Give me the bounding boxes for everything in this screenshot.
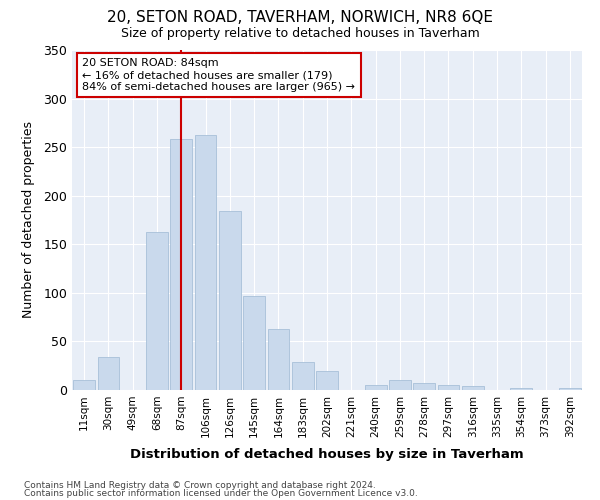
Bar — [511, 388, 532, 390]
Bar — [97, 357, 119, 390]
Bar — [559, 388, 581, 390]
Text: 20 SETON ROAD: 84sqm
← 16% of detached houses are smaller (179)
84% of semi-deta: 20 SETON ROAD: 84sqm ← 16% of detached h… — [82, 58, 355, 92]
Bar — [219, 212, 241, 390]
Bar — [365, 385, 386, 390]
Bar — [170, 140, 192, 390]
Bar — [437, 385, 460, 390]
Text: Size of property relative to detached houses in Taverham: Size of property relative to detached ho… — [121, 28, 479, 40]
Text: Contains public sector information licensed under the Open Government Licence v3: Contains public sector information licen… — [24, 489, 418, 498]
Bar — [389, 380, 411, 390]
Bar — [462, 386, 484, 390]
Bar — [146, 232, 168, 390]
Text: 20, SETON ROAD, TAVERHAM, NORWICH, NR8 6QE: 20, SETON ROAD, TAVERHAM, NORWICH, NR8 6… — [107, 10, 493, 25]
Bar — [194, 136, 217, 390]
Y-axis label: Number of detached properties: Number of detached properties — [22, 122, 35, 318]
Bar — [316, 370, 338, 390]
Text: Contains HM Land Registry data © Crown copyright and database right 2024.: Contains HM Land Registry data © Crown c… — [24, 480, 376, 490]
Bar — [292, 362, 314, 390]
Bar — [243, 296, 265, 390]
Bar — [268, 329, 289, 390]
X-axis label: Distribution of detached houses by size in Taverham: Distribution of detached houses by size … — [130, 448, 524, 461]
Bar — [73, 380, 95, 390]
Bar — [413, 383, 435, 390]
